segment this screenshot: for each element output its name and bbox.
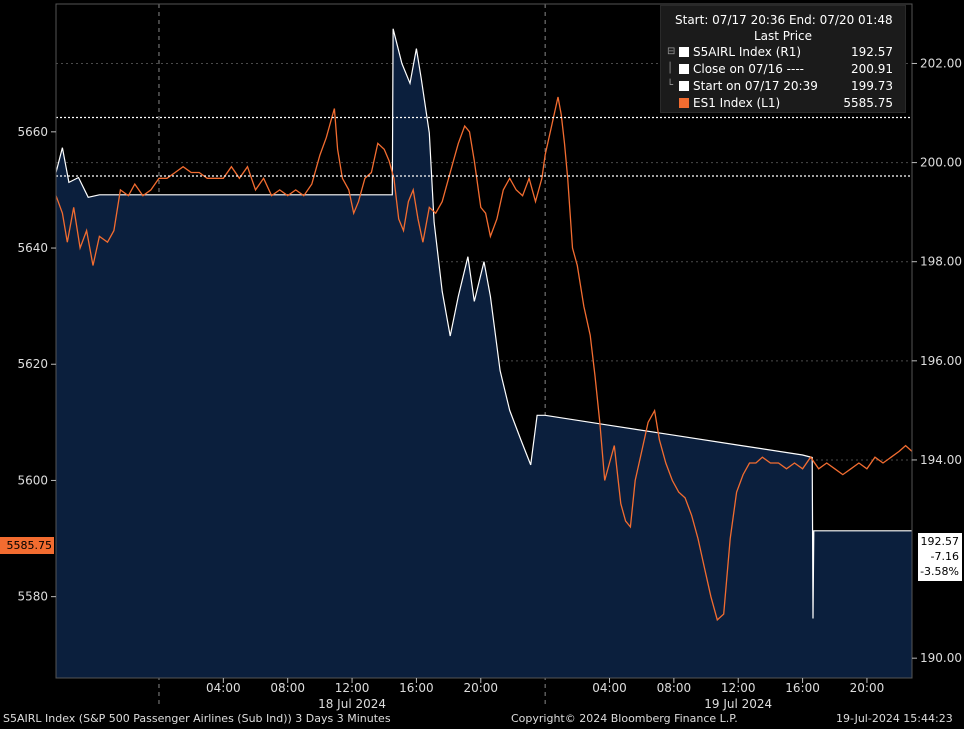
legend-swatch xyxy=(679,81,689,91)
plot-frame xyxy=(55,3,913,679)
tick-label-left: 5600 xyxy=(17,473,48,487)
tick-label-x: 04:00 xyxy=(206,681,241,695)
legend-value: 192.57 xyxy=(851,45,893,59)
tick-label-x: 12:00 xyxy=(335,681,370,695)
legend-row-close[interactable]: │ Close on 07/16 ---- 200.91 xyxy=(667,61,899,77)
tick-label-left: 5620 xyxy=(17,357,48,371)
legend-subheader: Last Price xyxy=(753,29,813,43)
legend-date-range: Start: 07/17 20:36 End: 07/20 01:48 xyxy=(675,13,893,27)
legend-value: 199.73 xyxy=(851,79,893,93)
tick-label-left: 5580 xyxy=(17,590,48,604)
tree-end-icon: └ xyxy=(667,80,674,91)
tick-label-right: 200.00 xyxy=(920,156,962,170)
tag-price: 192.57 xyxy=(920,535,960,548)
tag-percent: -3.58% xyxy=(920,565,959,578)
series-line-0 xyxy=(55,28,912,619)
tick-label-right: 190.00 xyxy=(920,651,962,665)
day-label: 18 Jul 2024 xyxy=(318,697,386,711)
legend-name: Start on 07/17 20:39 xyxy=(693,79,818,93)
legend-row-s5airl[interactable]: ⊟ S5AIRL Index (R1) 192.57 xyxy=(667,44,899,60)
tag-change: -7.16 xyxy=(930,550,959,563)
chart-legend: Start: 07/17 20:36 End: 07/20 01:48 Last… xyxy=(660,5,906,113)
legend-swatch xyxy=(679,64,689,74)
footer-copyright: Copyright© 2024 Bloomberg Finance L.P. xyxy=(511,712,738,725)
tick-label-x: 08:00 xyxy=(657,681,692,695)
tree-line-icon: │ xyxy=(667,63,674,74)
collapse-bracket-icon[interactable]: ⊟ xyxy=(667,46,676,57)
legend-row-es1[interactable]: ES1 Index (L1) 5585.75 xyxy=(667,95,899,111)
last-value-tag-left: 5585.75 xyxy=(0,537,54,554)
tick-label-left: 5660 xyxy=(17,125,48,139)
footer-timestamp: 19-Jul-2024 15:44:23 xyxy=(836,712,953,725)
tick-label-x: 16:00 xyxy=(785,681,820,695)
series-line-1 xyxy=(55,96,913,622)
series-area-0 xyxy=(56,28,912,679)
legend-name: Close on 07/16 ---- xyxy=(693,62,804,76)
legend-name: ES1 Index (L1) xyxy=(693,96,781,110)
chart-line-layer xyxy=(55,28,913,622)
legend-row-start[interactable]: └ Start on 07/17 20:39 199.73 xyxy=(667,78,899,94)
tick-label-x: 08:00 xyxy=(270,681,305,695)
tick-label-right: 202.00 xyxy=(920,56,962,70)
tick-label-x: 12:00 xyxy=(721,681,756,695)
chart-axes: 190.00 194.00 196.00 198.00 200.00 202.00 5580… xyxy=(17,3,962,711)
tick-label-right: 198.00 xyxy=(920,255,962,269)
tick-label-left: 5640 xyxy=(17,241,48,255)
tick-label-x: 20:00 xyxy=(850,681,885,695)
footer-security-description: S5AIRL Index (S&P 500 Passenger Airlines… xyxy=(3,712,391,725)
tick-label-right: 194.00 xyxy=(920,453,962,467)
tick-label-right: 196.00 xyxy=(920,354,962,368)
legend-swatch xyxy=(679,98,689,108)
legend-value: 200.91 xyxy=(851,62,893,76)
day-label: 19 Jul 2024 xyxy=(704,697,772,711)
legend-value: 5585.75 xyxy=(843,96,893,110)
tick-label-x: 16:00 xyxy=(399,681,434,695)
tick-label-x: 20:00 xyxy=(463,681,498,695)
legend-swatch xyxy=(679,47,689,57)
tick-label-x: 04:00 xyxy=(592,681,627,695)
last-value-tag-right: 192.57 -7.16 -3.58% xyxy=(918,533,962,581)
chart-area-layer xyxy=(56,28,912,679)
legend-name: S5AIRL Index (R1) xyxy=(693,45,802,59)
